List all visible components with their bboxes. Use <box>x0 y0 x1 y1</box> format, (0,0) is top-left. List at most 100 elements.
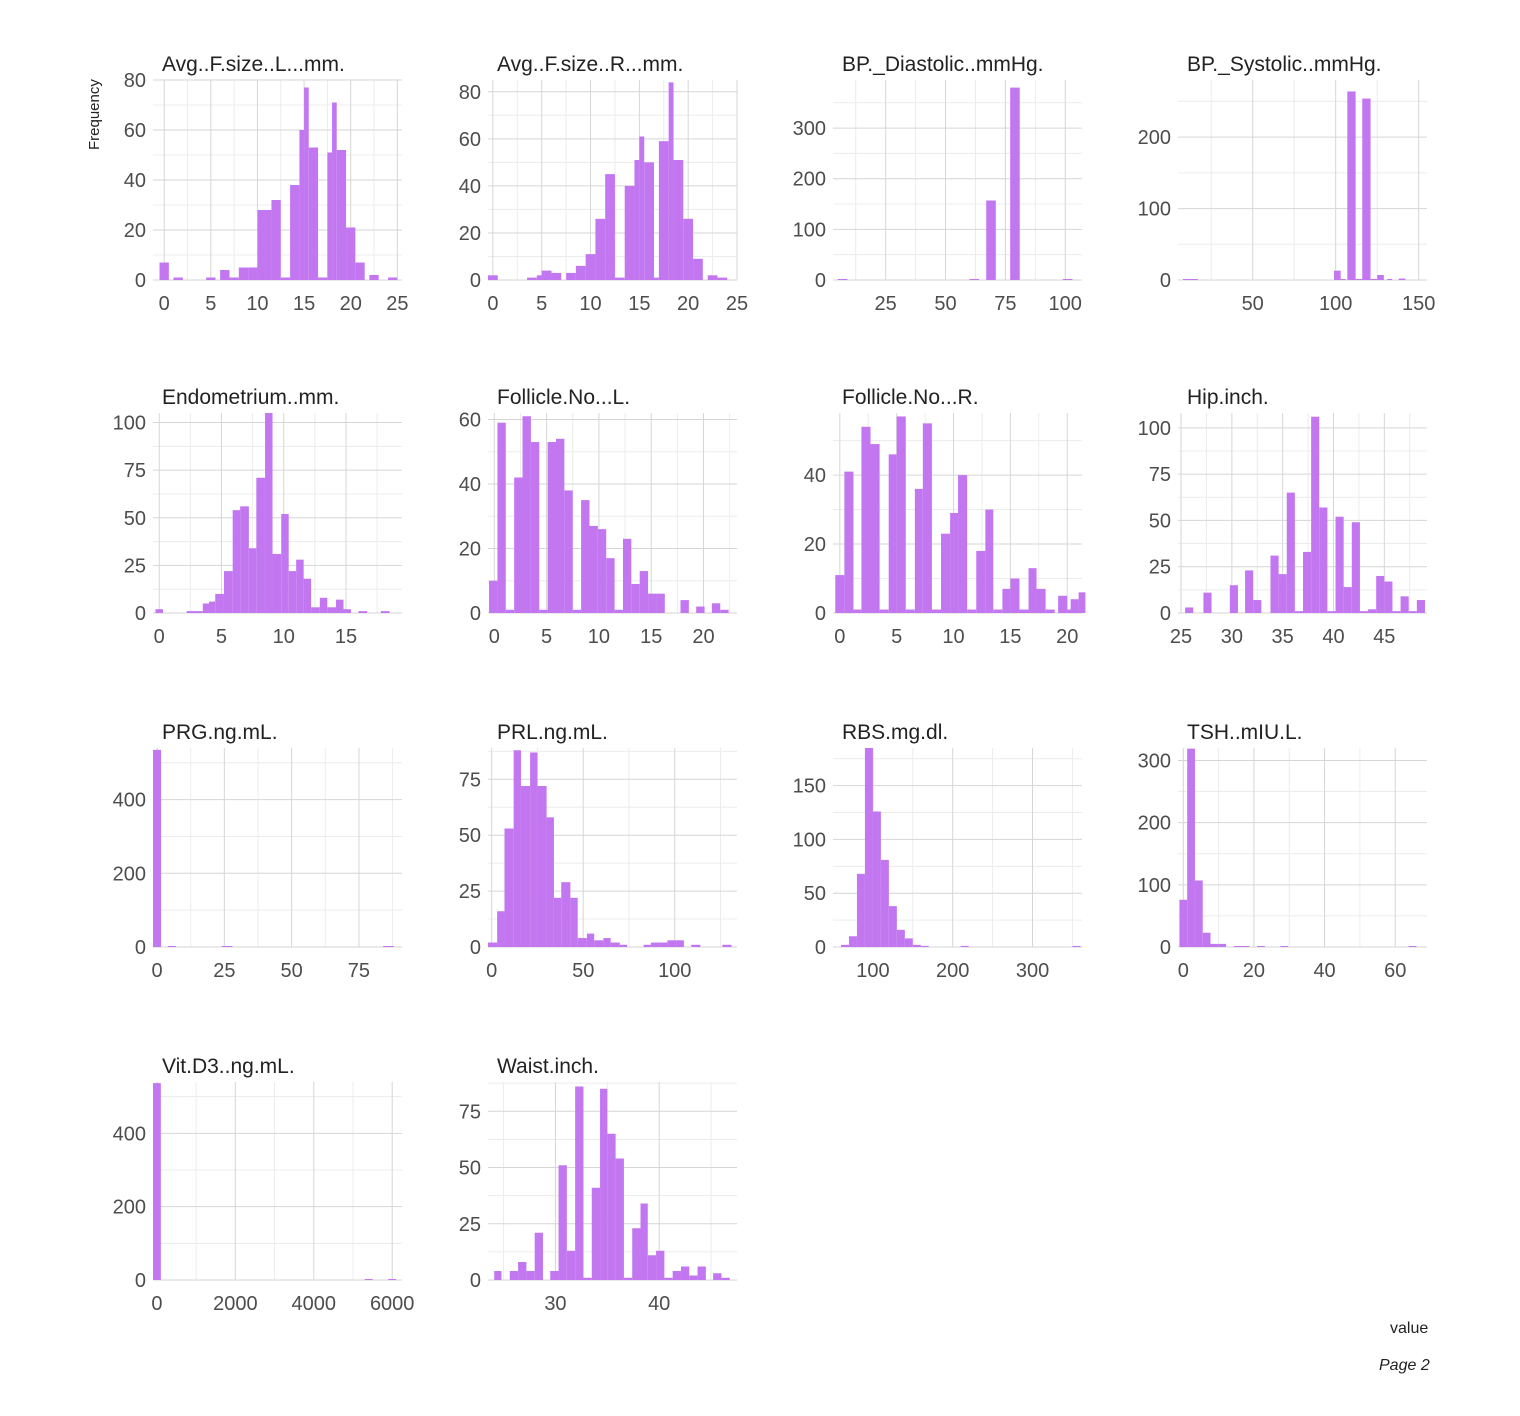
x-tick-label: 20 <box>340 293 362 315</box>
y-tick-label: 60 <box>459 409 481 431</box>
y-tick-label: 0 <box>470 1270 481 1292</box>
histogram-bar <box>1072 945 1081 947</box>
histogram-bar <box>318 277 328 280</box>
histogram-bar <box>589 525 598 613</box>
x-tick-label: 6000 <box>370 1293 415 1315</box>
panel-1: Avg..F.size..R...mm. 0 20 40 60 80 0 5 10 15 20 25 <box>459 53 748 315</box>
histogram-bar <box>240 506 249 613</box>
histogram-bar <box>290 185 300 280</box>
histogram-bar <box>1185 607 1194 613</box>
histogram-bar <box>343 609 351 613</box>
histogram-bar <box>488 942 498 947</box>
x-tick-label: 0 <box>1178 960 1189 982</box>
histogram-bar <box>631 583 640 613</box>
y-tick-label: 200 <box>1138 813 1171 835</box>
y-tick-label: 50 <box>459 1158 481 1180</box>
histogram-bar <box>648 593 657 613</box>
histogram-bar <box>905 609 915 613</box>
histogram-bar <box>527 277 537 280</box>
histogram-bar <box>721 1277 730 1280</box>
histogram-bar <box>355 262 365 280</box>
y-tick-label: 0 <box>135 603 146 625</box>
x-tick-label: 35 <box>1272 626 1294 648</box>
histogram-bar <box>380 611 390 613</box>
histogram-bar <box>673 160 684 280</box>
panel-title: Follicle.No...L. <box>497 386 630 409</box>
histogram-bar <box>1028 568 1037 613</box>
histogram-bar <box>1002 588 1011 613</box>
histogram-bar <box>256 477 266 613</box>
y-tick-label: 300 <box>793 118 826 140</box>
histogram-bar <box>591 1187 601 1280</box>
y-tick-label: 0 <box>1160 937 1171 959</box>
panel-9: PRL.ng.mL. 0 25 50 75 0 50 100 <box>459 721 737 982</box>
histogram-bar <box>603 938 611 947</box>
histogram-bar <box>870 444 880 613</box>
histogram-bar <box>1229 585 1238 613</box>
histogram-bar <box>664 1277 673 1280</box>
histogram-bar <box>488 275 498 280</box>
histogram-bar <box>561 882 571 947</box>
histogram-bar <box>215 593 224 613</box>
y-tick-label: 40 <box>459 176 481 198</box>
histogram-bar <box>610 942 620 947</box>
x-tick-label: 75 <box>994 293 1016 315</box>
histogram-bar <box>1187 748 1195 947</box>
histogram-bar <box>494 1271 502 1280</box>
panel-title: Avg..F.size..R...mm. <box>497 53 683 76</box>
histogram-bar <box>993 609 1003 613</box>
histogram-bar <box>513 750 521 947</box>
histogram-bar <box>327 607 337 613</box>
histogram-bar <box>985 509 994 613</box>
histogram-bar <box>660 942 668 947</box>
histogram-bar <box>556 438 565 613</box>
x-tick-label: 30 <box>544 1293 566 1315</box>
histogram-bar <box>844 471 854 613</box>
histogram-bar <box>202 603 210 613</box>
y-tick-label: 200 <box>113 1197 146 1219</box>
histogram-bar <box>1179 899 1188 947</box>
panel-title: RBS.mg.dl. <box>842 721 948 744</box>
histogram-bar <box>848 936 857 947</box>
y-tick-label: 100 <box>1138 875 1171 897</box>
histogram-bar <box>173 277 183 280</box>
histogram-bar <box>976 550 986 613</box>
histogram-bar <box>551 272 562 280</box>
panel-title: PRG.ng.mL. <box>162 721 278 744</box>
y-tick-label: 0 <box>135 1270 146 1292</box>
x-tick-label: 25 <box>1170 626 1192 648</box>
histogram-bar <box>676 940 684 947</box>
histogram-bar <box>615 1158 624 1280</box>
y-tick-label: 200 <box>1138 127 1171 149</box>
y-tick-label: 0 <box>815 270 826 292</box>
histogram-bar <box>288 571 297 613</box>
x-tick-label: 10 <box>588 626 610 648</box>
histogram-bar <box>853 609 862 613</box>
histogram-bar <box>597 529 607 613</box>
histogram-bar <box>1398 278 1406 280</box>
histogram-bar <box>1384 581 1393 613</box>
histogram-bar <box>346 227 356 280</box>
histogram-bar <box>522 416 531 613</box>
x-tick-label: 100 <box>1049 293 1082 315</box>
histogram-bar <box>624 185 635 280</box>
y-tick-label: 80 <box>459 82 481 104</box>
y-tick-label: 60 <box>124 120 146 142</box>
panel-title: TSH..mIU.L. <box>1187 721 1303 744</box>
histogram-bar <box>336 599 344 613</box>
histogram-bar <box>530 752 538 947</box>
histogram-bar <box>577 938 587 947</box>
histogram-bar <box>1270 555 1279 613</box>
histogram-bar <box>1233 946 1242 947</box>
histogram-bar <box>713 1273 722 1280</box>
x-tick-label: 300 <box>1016 960 1049 982</box>
y-tick-label: 0 <box>470 270 481 292</box>
histogram-bar <box>271 200 281 280</box>
y-tick-label: 100 <box>1138 418 1171 440</box>
histogram-bar <box>497 911 505 947</box>
x-tick-label: 30 <box>1221 626 1243 648</box>
histogram-bar <box>1062 279 1073 280</box>
histogram-bar <box>583 1277 592 1280</box>
histogram-bar <box>520 786 531 947</box>
histogram-bar <box>1010 578 1020 613</box>
